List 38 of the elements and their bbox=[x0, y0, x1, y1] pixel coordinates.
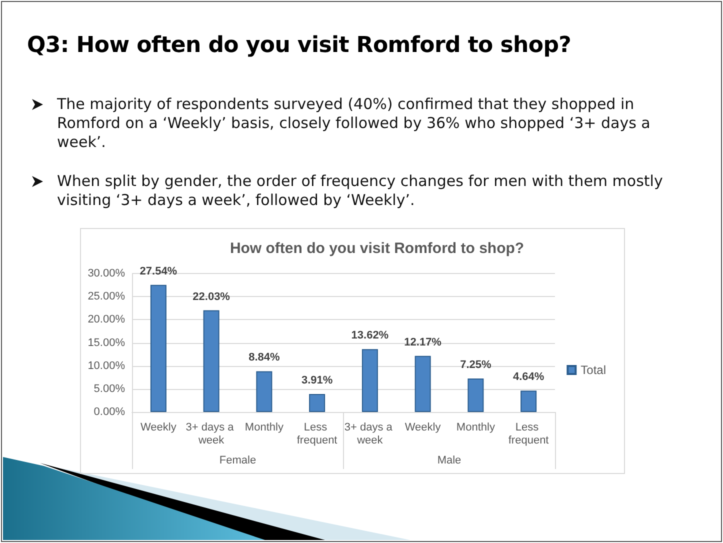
y-tick-label: 0.00% bbox=[94, 406, 126, 418]
y-tick-label: 20.00% bbox=[88, 314, 126, 326]
data-label: 27.54% bbox=[140, 265, 178, 278]
bar bbox=[468, 378, 484, 412]
chart-title: How often do you visit Romford to shop? bbox=[230, 240, 524, 257]
x-tick-label: 3+ days a week bbox=[186, 422, 237, 446]
y-tick-label: 10.00% bbox=[88, 360, 126, 372]
y-tick-label: 15.00% bbox=[88, 336, 126, 349]
x-tick-label: Monthly bbox=[456, 422, 496, 434]
y-tick-label: 25.00% bbox=[88, 290, 126, 303]
text: When split by gender, the order of frequency changes for men with them mostly visiting ‘3+ days a week’, followed by ‘Weekly’. bbox=[57, 172, 664, 210]
bar bbox=[520, 390, 537, 412]
bar bbox=[150, 284, 166, 412]
legend-label: Total bbox=[580, 363, 606, 377]
x-tick-label: Monthly bbox=[244, 422, 284, 434]
x-tick-label: Less frequent bbox=[296, 422, 338, 446]
x-tick-label: Less frequent bbox=[508, 422, 549, 446]
data-label: 8.84% bbox=[248, 352, 280, 364]
data-label: 4.64% bbox=[512, 371, 544, 384]
x-tick-label: 3+ days a week bbox=[344, 422, 396, 446]
text: Male bbox=[437, 454, 462, 466]
data-label: 22.03% bbox=[192, 290, 230, 303]
data-label: 13.62% bbox=[351, 330, 389, 342]
data-label: 12.17% bbox=[404, 336, 442, 348]
text: Female bbox=[219, 454, 256, 466]
bar bbox=[414, 356, 431, 412]
bar bbox=[309, 394, 326, 412]
data-label: 7.25% bbox=[460, 359, 492, 372]
y-tick-label: 5.00% bbox=[94, 382, 126, 395]
text: Q3: How often do you visit Romford to shop? bbox=[27, 33, 572, 58]
text: The majority of respondents surveyed (40%) confirmed that they shopped in Romford on a ‘Weekly’ basis, closely followed by 36% who shopped ‘3+ days a week’. bbox=[57, 95, 652, 152]
x-tick-label: Weekly bbox=[404, 422, 442, 434]
y-tick-label: 30.00% bbox=[88, 268, 126, 280]
data-label: 3.91% bbox=[301, 374, 333, 386]
bar bbox=[256, 371, 272, 412]
bar bbox=[203, 310, 220, 412]
x-tick-label: Weekly bbox=[140, 422, 177, 434]
bar bbox=[362, 349, 378, 412]
